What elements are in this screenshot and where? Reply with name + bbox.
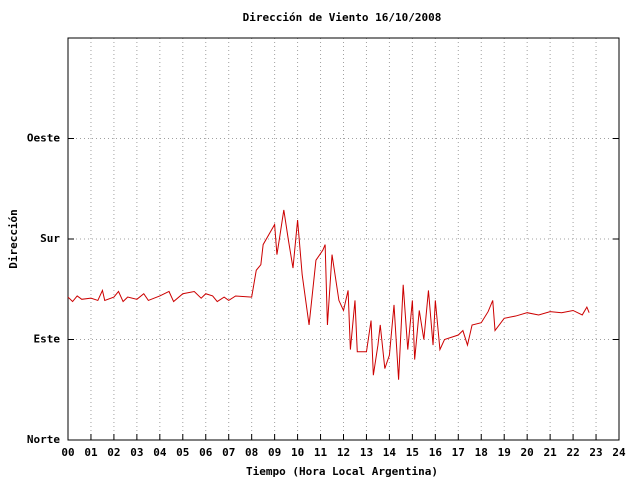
x-tick-label: 08: [245, 446, 258, 459]
x-tick-label: 09: [268, 446, 281, 459]
x-tick-label: 15: [406, 446, 419, 459]
chart-title: Dirección de Viento 16/10/2008: [243, 11, 442, 24]
x-tick-label: 21: [544, 446, 558, 459]
x-tick-label: 19: [498, 446, 511, 459]
x-tick-label: 07: [222, 446, 235, 459]
x-tick-label: 23: [589, 446, 602, 459]
x-tick-label: 11: [314, 446, 328, 459]
x-tick-label: 24: [612, 446, 626, 459]
x-tick-label: 06: [199, 446, 213, 459]
y-axis-label: Dirección: [7, 209, 20, 269]
x-tick-label: 05: [176, 446, 189, 459]
plot-frame: [67, 37, 620, 441]
x-tick-label: 02: [107, 446, 120, 459]
x-tick-label: 17: [452, 446, 465, 459]
x-tick-label: 22: [566, 446, 579, 459]
x-axis-label: Tiempo (Hora Local Argentina): [246, 465, 438, 478]
x-tick-label: 20: [521, 446, 534, 459]
x-tick-label: 18: [475, 446, 488, 459]
x-tick-label: 04: [153, 446, 167, 459]
x-tick-label: 03: [130, 446, 143, 459]
data-line: [67, 209, 590, 380]
y-tick-label: Oeste: [27, 132, 60, 145]
y-tick-label: Sur: [40, 232, 60, 245]
x-tick-label: 16: [429, 446, 443, 459]
y-tick-label: Este: [34, 333, 61, 346]
y-tick-label: Norte: [27, 433, 60, 446]
x-tick-label: 10: [291, 446, 304, 459]
x-tick-label: 13: [360, 446, 373, 459]
x-tick-label: 01: [84, 446, 98, 459]
x-tick-label: 14: [383, 446, 397, 459]
x-tick-label: 00: [61, 446, 74, 459]
x-tick-label: 12: [337, 446, 350, 459]
